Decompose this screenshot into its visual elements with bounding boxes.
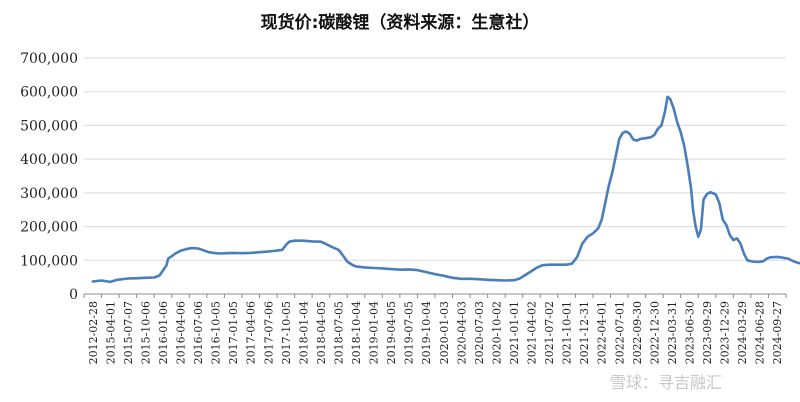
y-axis: 0 100,000 200,000 300,000 400,000 500,000 600,… bbox=[20, 51, 78, 303]
y-tick-label-2: 200,000 bbox=[20, 220, 78, 236]
y-tick-label-1: 100,000 bbox=[20, 253, 78, 269]
x-tick-label-18: 2019-07-05 bbox=[403, 301, 416, 364]
y-tick-label-7: 700,000 bbox=[20, 51, 78, 67]
x-tick-label-31: 2022-09-30 bbox=[631, 301, 644, 364]
x-tick-label-9: 2017-04-06 bbox=[245, 301, 258, 364]
x-tick-label-19: 2019-10-04 bbox=[420, 301, 433, 364]
x-tick-label-33: 2023-03-31 bbox=[666, 301, 679, 364]
x-tick-label-11: 2017-10-05 bbox=[280, 301, 293, 364]
plot-area bbox=[91, 95, 800, 284]
x-tick-label-5: 2016-04-06 bbox=[175, 301, 188, 364]
x-tick-label-22: 2020-07-03 bbox=[473, 301, 486, 364]
x-tick-label-28: 2021-12-31 bbox=[578, 301, 591, 364]
x-tick-label-39: 2024-09-27 bbox=[771, 301, 784, 364]
x-tick-label-27: 2021-10-01 bbox=[561, 301, 574, 364]
x-tick-label-23: 2020-10-02 bbox=[490, 301, 503, 364]
x-tick-label-26: 2021-07-02 bbox=[543, 301, 556, 364]
x-tick-label-35: 2023-09-29 bbox=[701, 301, 714, 364]
x-tick-label-10: 2017-07-06 bbox=[262, 301, 275, 364]
x-tick-label-15: 2018-10-04 bbox=[350, 301, 363, 364]
x-tick-label-8: 2017-01-05 bbox=[227, 301, 240, 364]
x-tick-label-36: 2023-12-29 bbox=[719, 301, 732, 364]
x-tick-label-17: 2019-04-05 bbox=[385, 301, 398, 364]
x-tick-label-16: 2019-01-04 bbox=[368, 301, 381, 364]
x-tick-label-6: 2016-07-06 bbox=[192, 301, 205, 364]
y-tick-label-5: 500,000 bbox=[20, 118, 78, 134]
x-tick-label-32: 2022-12-30 bbox=[648, 301, 661, 364]
x-tick-label-21: 2020-04-03 bbox=[455, 301, 468, 364]
y-tick-label-3: 300,000 bbox=[20, 186, 78, 202]
x-tick-label-4: 2016-01-06 bbox=[157, 301, 170, 364]
x-tick-label-3: 2015-10-06 bbox=[139, 301, 152, 364]
x-tick-label-0: 2012-02-28 bbox=[87, 301, 100, 364]
x-tick-label-12: 2018-01-04 bbox=[297, 301, 310, 364]
x-tick-label-14: 2018-07-05 bbox=[332, 301, 345, 364]
x-tick-label-34: 2023-06-30 bbox=[683, 301, 696, 364]
series-line-0 bbox=[91, 95, 800, 284]
x-tick-label-13: 2018-04-05 bbox=[315, 301, 328, 364]
x-tick-label-2: 2015-07-07 bbox=[122, 301, 135, 364]
x-tick-label-37: 2024-03-29 bbox=[736, 301, 749, 364]
watermark-text: 雪球：寻吉融汇 bbox=[610, 373, 722, 392]
x-tick-label-24: 2021-01-01 bbox=[508, 301, 521, 364]
x-tick-label-30: 2022-07-01 bbox=[613, 301, 626, 364]
y-tick-label-6: 600,000 bbox=[20, 85, 78, 101]
x-tick-label-7: 2016-10-05 bbox=[210, 301, 223, 364]
y-tick-label-0: 0 bbox=[69, 287, 78, 303]
x-axis: 2012-02-28 2015-04-01 2015-07-07 2015-10-06… bbox=[83, 293, 787, 364]
x-tick-label-29: 2022-04-01 bbox=[596, 301, 609, 364]
x-tick-label-1: 2015-04-01 bbox=[104, 301, 117, 364]
chart-title: 现货价:碳酸锂（资料来源：生意社） bbox=[261, 12, 540, 33]
gridlines bbox=[84, 57, 786, 261]
x-tick-label-20: 2020-01-03 bbox=[438, 301, 451, 364]
x-tick-label-25: 2021-04-02 bbox=[526, 301, 539, 364]
x-tick-label-38: 2024-06-28 bbox=[754, 301, 767, 364]
y-tick-label-4: 400,000 bbox=[20, 152, 78, 168]
